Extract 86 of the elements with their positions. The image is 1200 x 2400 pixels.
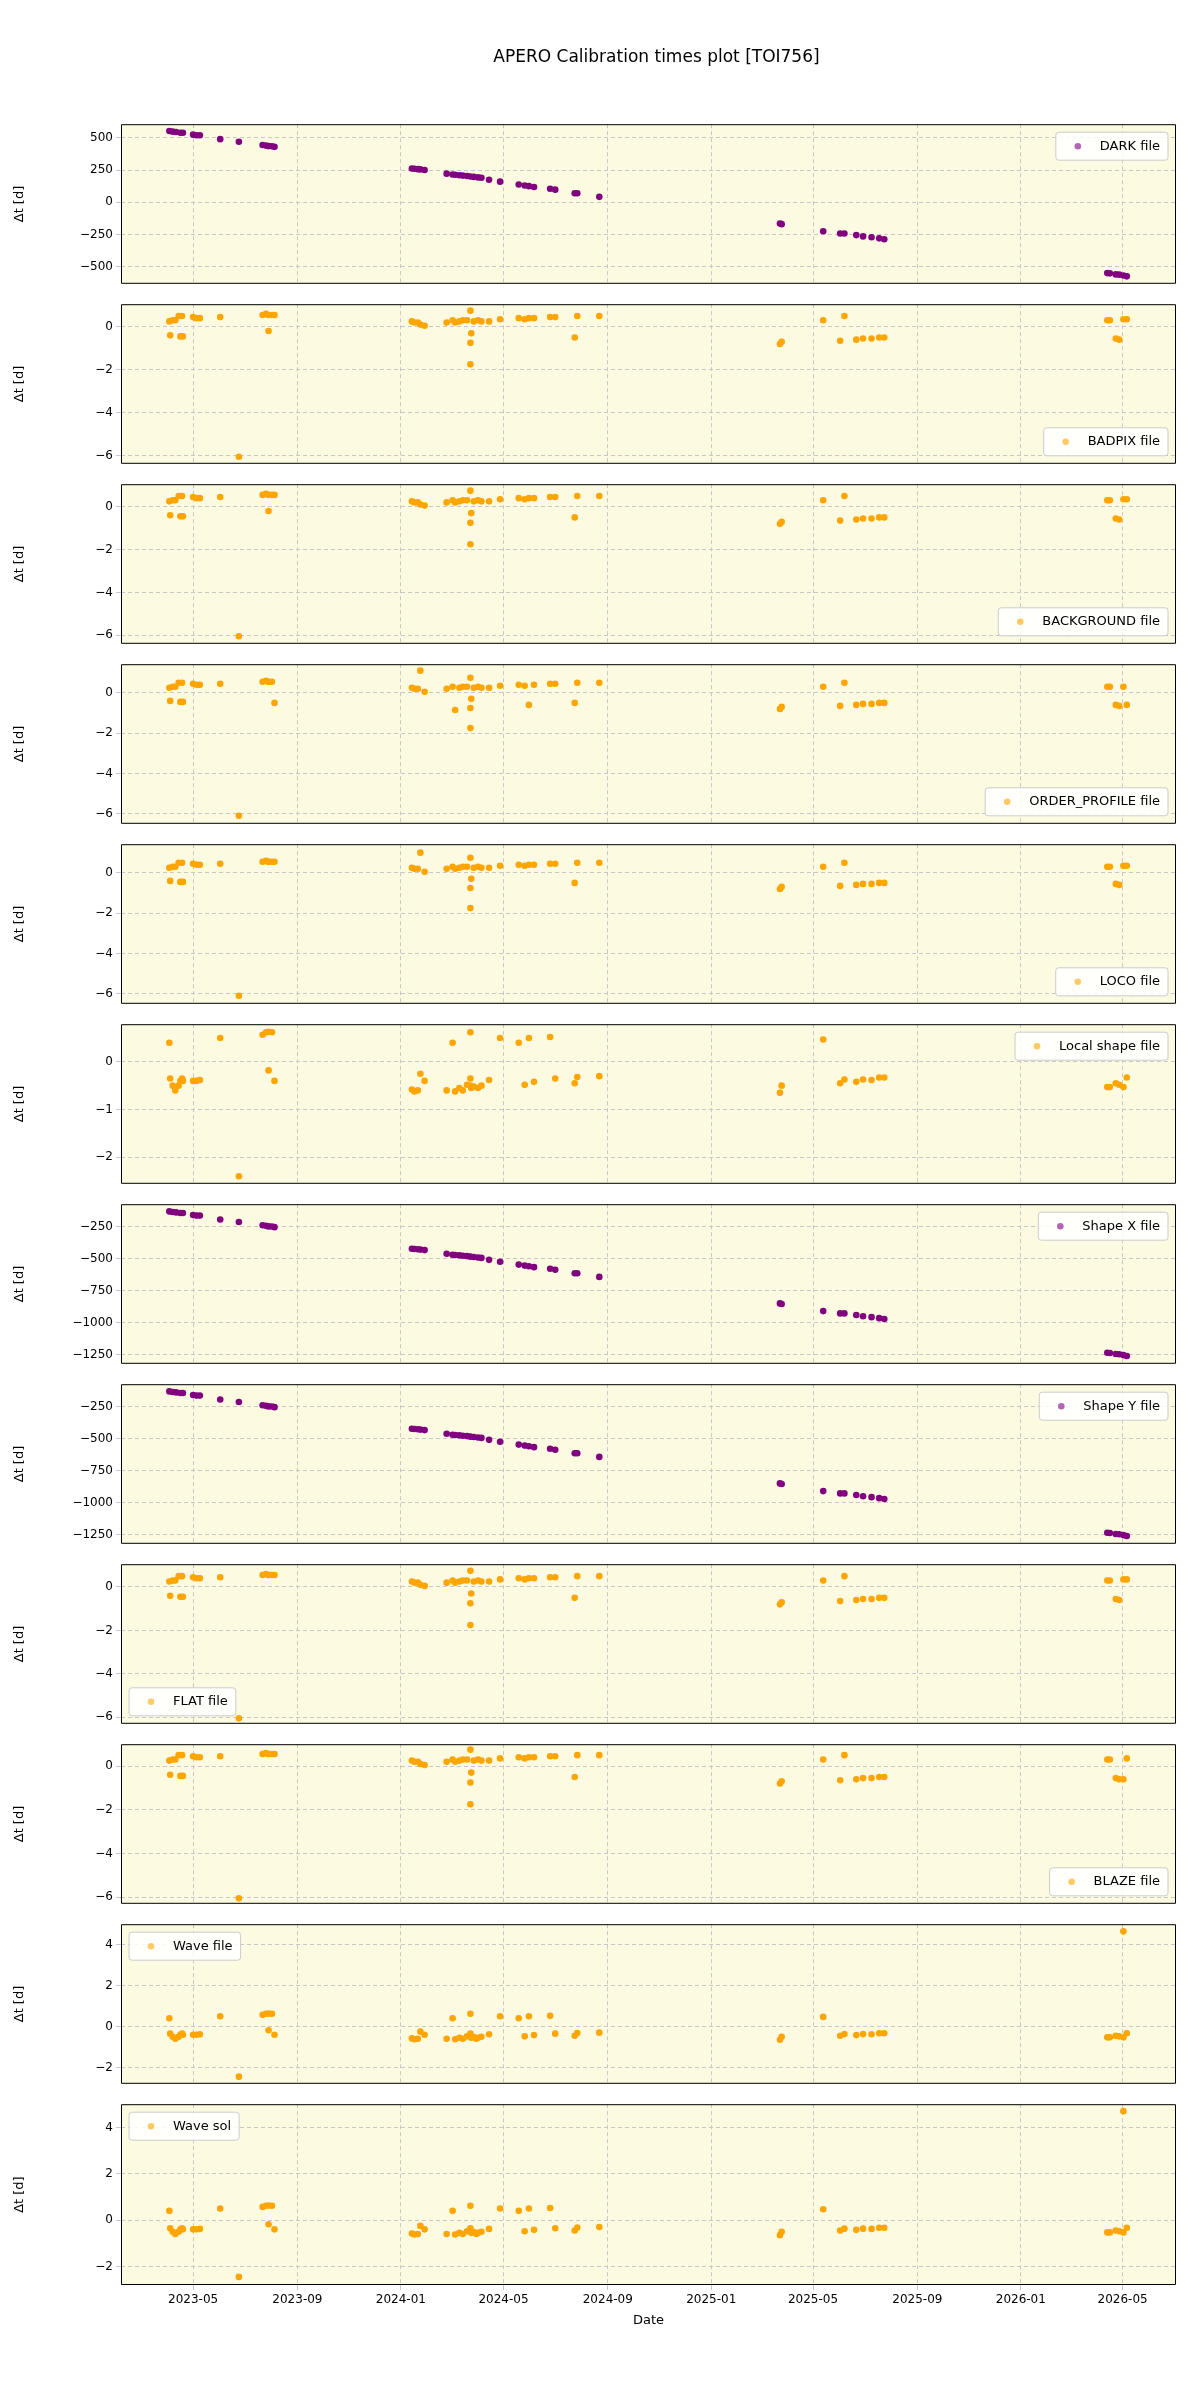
y-tick-label: −2: [95, 541, 113, 556]
legend-label: FLAT file: [173, 1693, 228, 1709]
legend-label: Shape Y file: [1083, 1397, 1161, 1413]
y-tick-label: −2: [95, 361, 113, 376]
y-tick-label: −750: [80, 1282, 113, 1297]
y-tick-label: −4: [95, 945, 113, 960]
y-tick-label: −2: [95, 1149, 113, 1164]
y-tick-label: 0: [105, 864, 113, 879]
y-tick-label: 500: [90, 129, 113, 144]
y-tick-label: 0: [105, 1758, 113, 1773]
y-tick-label: −4: [95, 1665, 113, 1680]
legend-label: Shape X file: [1082, 1217, 1161, 1233]
y-tick-label: −2: [95, 725, 113, 740]
y-axis-title: Δt [d]: [11, 185, 27, 223]
y-tick-label: −1000: [72, 1315, 113, 1330]
y-tick-label: −1000: [72, 1495, 113, 1510]
y-axis-title: Δt [d]: [11, 1985, 27, 2023]
x-tick-label: 2025-05: [787, 2292, 839, 2307]
y-tick-label: −2: [95, 1801, 113, 1816]
y-axis-title: Δt [d]: [11, 725, 27, 763]
x-tick-label: 2026-05: [1097, 2292, 1148, 2307]
y-axis-title: Δt [d]: [11, 1265, 27, 1303]
y-axis-title: Δt [d]: [11, 1085, 27, 1123]
y-tick-label: −2: [95, 1622, 113, 1637]
y-tick-label: −6: [95, 805, 113, 820]
legend-label: ORDER_PROFILE file: [1029, 793, 1160, 809]
legend-label: LOCO file: [1099, 973, 1161, 989]
y-tick-label: 0: [105, 498, 113, 513]
legend-label: BACKGROUND file: [1042, 613, 1161, 629]
y-tick-label: −750: [80, 1462, 113, 1477]
y-tick-label: −1250: [72, 1527, 113, 1542]
x-tick-label: 2024-01: [375, 2292, 426, 2307]
y-tick-label: −500: [80, 1250, 113, 1265]
y-tick-label: 0: [105, 1579, 113, 1594]
y-tick-label: 0: [105, 194, 113, 209]
legend-label: BADPIX file: [1087, 433, 1161, 449]
y-tick-label: 4: [105, 1936, 113, 1951]
x-tick-label: 2023-09: [272, 2292, 323, 2307]
y-tick-label: −250: [80, 226, 113, 241]
y-tick-label: −4: [95, 1845, 113, 1860]
y-axis-title: Δt [d]: [11, 1445, 27, 1483]
y-tick-label: −6: [95, 447, 113, 462]
y-tick-label: −6: [95, 627, 113, 642]
legend-label: DARK file: [1099, 137, 1161, 153]
y-tick-label: −500: [80, 258, 113, 273]
y-tick-label: −6: [95, 1889, 113, 1904]
y-axis-title: Δt [d]: [11, 545, 27, 583]
y-tick-label: 2: [105, 2165, 113, 2180]
y-tick-label: 250: [90, 162, 113, 177]
x-tick-label: 2025-09: [892, 2292, 943, 2307]
legend-label: BLAZE file: [1093, 1873, 1160, 1889]
y-tick-label: −2: [95, 905, 113, 920]
y-tick-label: −4: [95, 584, 113, 599]
x-tick-label: 2025-01: [686, 2292, 737, 2307]
y-tick-label: 0: [105, 1053, 113, 1068]
y-tick-label: 2: [105, 1977, 113, 1992]
y-tick-label: 0: [105, 318, 113, 333]
y-tick-label: 0: [105, 2018, 113, 2033]
y-axis-title: Δt [d]: [11, 1805, 27, 1843]
y-axis-title: Δt [d]: [11, 365, 27, 403]
legend-label: Wave file: [173, 1937, 233, 1953]
x-axis-title: Date: [632, 2311, 665, 2327]
y-tick-label: −2: [95, 2258, 113, 2273]
y-tick-label: −6: [95, 1709, 113, 1724]
legend-label: Wave sol: [173, 2117, 232, 2133]
x-tick-label: 2026-01: [995, 2292, 1046, 2307]
y-tick-label: −6: [95, 985, 113, 1000]
y-tick-label: 0: [105, 684, 113, 699]
y-tick-label: 0: [105, 2212, 113, 2227]
y-tick-label: −4: [95, 404, 113, 419]
legend-label: Local shape file: [1059, 1037, 1161, 1053]
y-tick-label: −500: [80, 1430, 113, 1445]
y-axis-title: Δt [d]: [11, 2176, 27, 2213]
y-tick-label: −250: [80, 1398, 113, 1413]
chart-title: APERO Calibration times plot [TOI756]: [492, 45, 821, 68]
y-tick-label: 4: [105, 2119, 113, 2134]
y-tick-label: −4: [95, 765, 113, 780]
x-tick-label: 2024-05: [478, 2292, 529, 2307]
x-tick-label: 2023-05: [168, 2292, 219, 2307]
y-tick-label: −1: [95, 1101, 113, 1116]
y-tick-label: −250: [80, 1218, 113, 1233]
y-axis-title: Δt [d]: [11, 1625, 27, 1663]
y-axis-title: Δt [d]: [11, 905, 27, 943]
y-tick-label: −2: [95, 2059, 113, 2074]
x-tick-label: 2024-09: [582, 2292, 633, 2307]
y-tick-label: −1250: [72, 1347, 113, 1362]
